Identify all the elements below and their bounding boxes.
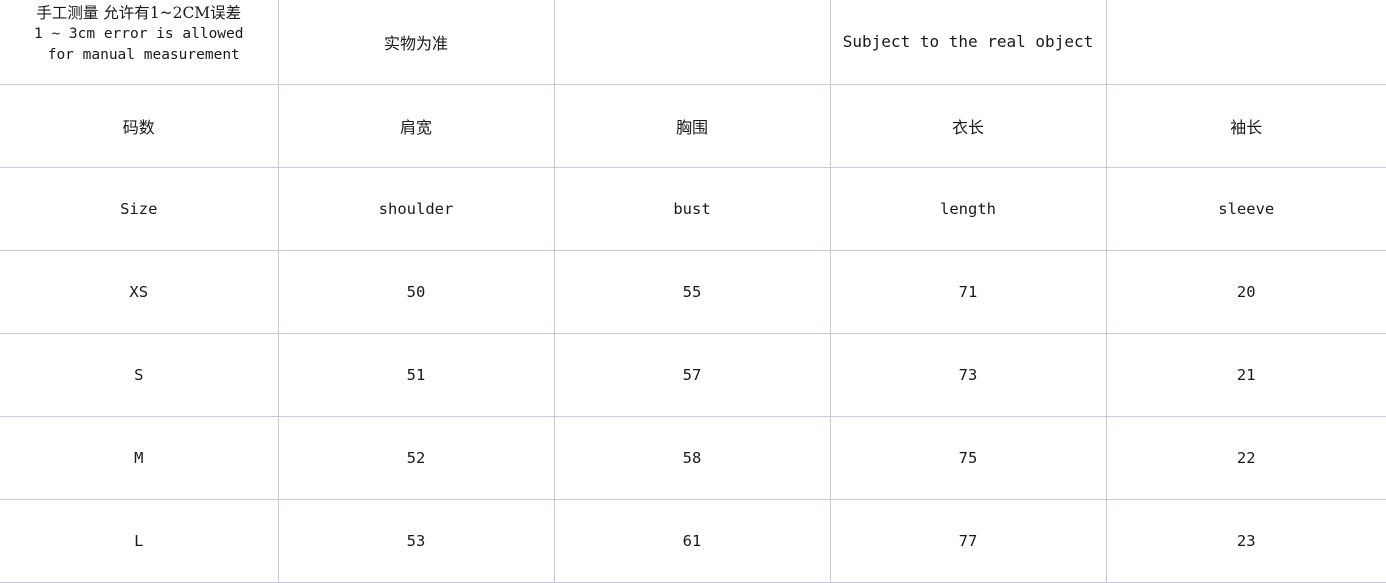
header-sleeve-cn: 袖长 bbox=[1106, 84, 1386, 168]
table-row: S 51 57 73 21 bbox=[0, 333, 1386, 417]
notes-empty-cell-bust bbox=[554, 0, 831, 85]
header-bust-cn: 胸围 bbox=[554, 84, 831, 168]
notes-empty-cell-sleeve bbox=[1106, 0, 1386, 85]
header-length-cn: 衣长 bbox=[830, 84, 1107, 168]
cell-bust: 57 bbox=[554, 333, 831, 417]
cell-sleeve: 20 bbox=[1106, 250, 1386, 334]
tolerance-note-english-line1: 1 ~ 3cm error is allowed bbox=[33, 26, 244, 43]
header-bust-en: bust bbox=[554, 167, 831, 251]
cell-sleeve: 23 bbox=[1106, 499, 1386, 583]
cell-size: L bbox=[0, 499, 279, 583]
table-row: M 52 58 75 22 bbox=[0, 416, 1386, 500]
table-row-notes: 手工测量 允许有1~2CM误差 1 ~ 3cm error is allowed… bbox=[0, 0, 1386, 85]
cell-shoulder: 53 bbox=[278, 499, 555, 583]
cell-sleeve: 22 bbox=[1106, 416, 1386, 500]
cell-shoulder: 50 bbox=[278, 250, 555, 334]
cell-length: 71 bbox=[830, 250, 1107, 334]
measurement-tolerance-note: 手工测量 允许有1~2CM误差 1 ~ 3cm error is allowed… bbox=[0, 0, 279, 85]
cell-sleeve: 21 bbox=[1106, 333, 1386, 417]
header-length-en: length bbox=[830, 167, 1107, 251]
cell-size: M bbox=[0, 416, 279, 500]
cell-size: S bbox=[0, 333, 279, 417]
cell-shoulder: 51 bbox=[278, 333, 555, 417]
cell-length: 77 bbox=[830, 499, 1107, 583]
cell-length: 73 bbox=[830, 333, 1107, 417]
header-size-cn: 码数 bbox=[0, 84, 279, 168]
cell-size: XS bbox=[0, 250, 279, 334]
real-object-note-english: Subject to the real object bbox=[830, 0, 1107, 85]
cell-bust: 55 bbox=[554, 250, 831, 334]
table-row: XS 50 55 71 20 bbox=[0, 250, 1386, 334]
header-sleeve-en: sleeve bbox=[1106, 167, 1386, 251]
cell-length: 75 bbox=[830, 416, 1107, 500]
table-row-headers-english: Size shoulder bust length sleeve bbox=[0, 167, 1386, 251]
table-row-headers-chinese: 码数 肩宽 胸围 衣长 袖长 bbox=[0, 84, 1386, 168]
tolerance-note-english-line2: for manual measurement bbox=[47, 47, 240, 64]
header-shoulder-en: shoulder bbox=[278, 167, 555, 251]
cell-bust: 58 bbox=[554, 416, 831, 500]
cell-bust: 61 bbox=[554, 499, 831, 583]
tolerance-note-chinese: 手工测量 允许有1~2CM误差 bbox=[36, 4, 242, 22]
header-size-en: Size bbox=[0, 167, 279, 251]
table-row: L 53 61 77 23 bbox=[0, 499, 1386, 583]
header-shoulder-cn: 肩宽 bbox=[278, 84, 555, 168]
real-object-note-chinese: 实物为准 bbox=[278, 0, 555, 85]
cell-shoulder: 52 bbox=[278, 416, 555, 500]
